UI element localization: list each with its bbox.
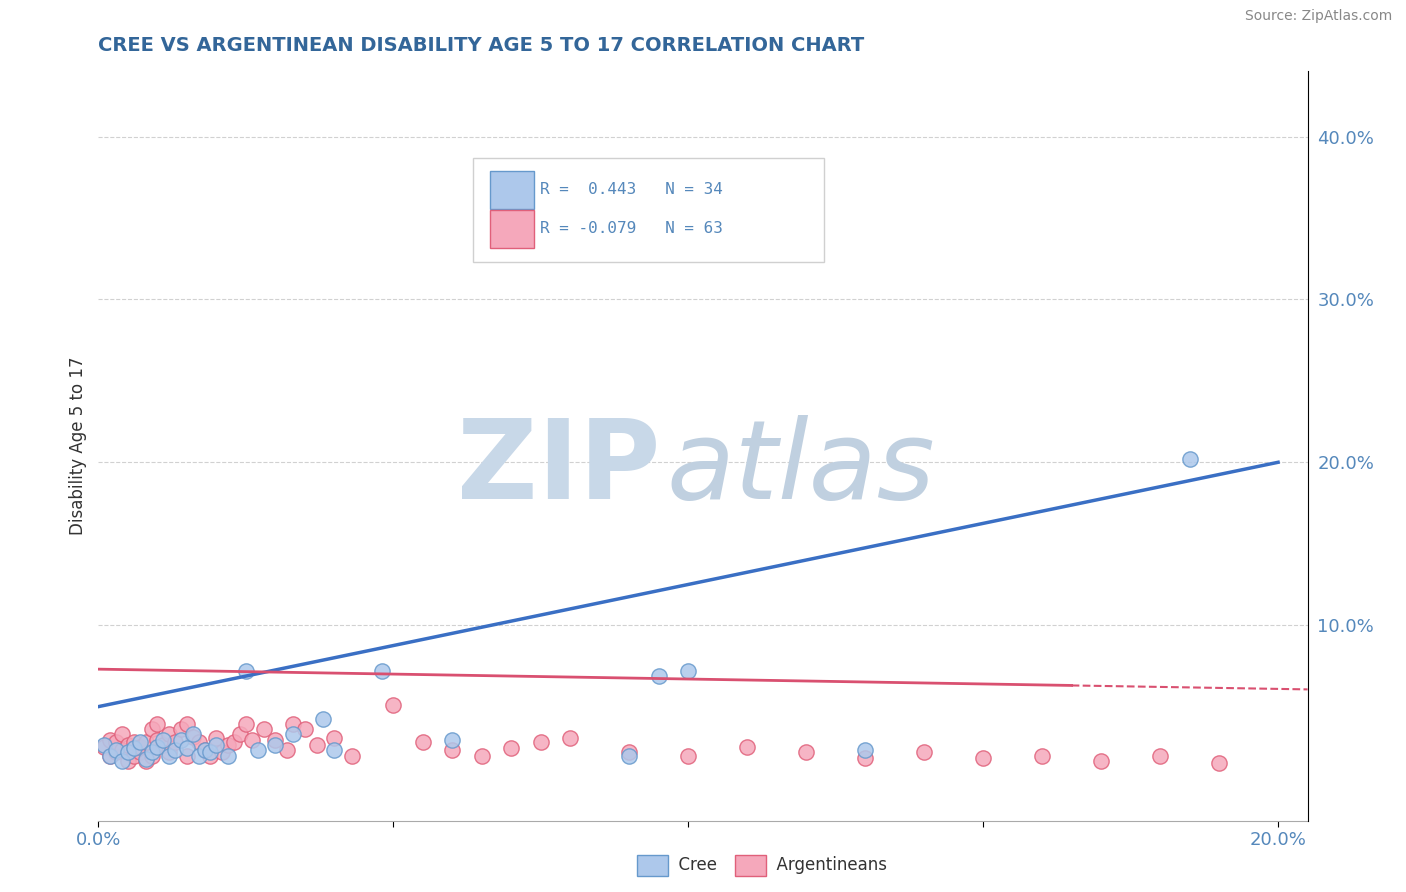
Text: Cree: Cree: [647, 856, 717, 874]
FancyBboxPatch shape: [491, 170, 534, 209]
FancyBboxPatch shape: [474, 158, 824, 262]
Text: Argentineans: Argentineans: [745, 856, 887, 874]
Text: Source: ZipAtlas.com: Source: ZipAtlas.com: [1244, 9, 1392, 23]
Text: CREE VS ARGENTINEAN DISABILITY AGE 5 TO 17 CORRELATION CHART: CREE VS ARGENTINEAN DISABILITY AGE 5 TO …: [98, 36, 865, 54]
Y-axis label: Disability Age 5 to 17: Disability Age 5 to 17: [69, 357, 87, 535]
Text: R =  0.443   N = 34: R = 0.443 N = 34: [540, 182, 723, 197]
Text: atlas: atlas: [666, 415, 935, 522]
FancyBboxPatch shape: [491, 210, 534, 248]
Text: ZIP: ZIP: [457, 415, 661, 522]
Text: R = -0.079   N = 63: R = -0.079 N = 63: [540, 221, 723, 236]
